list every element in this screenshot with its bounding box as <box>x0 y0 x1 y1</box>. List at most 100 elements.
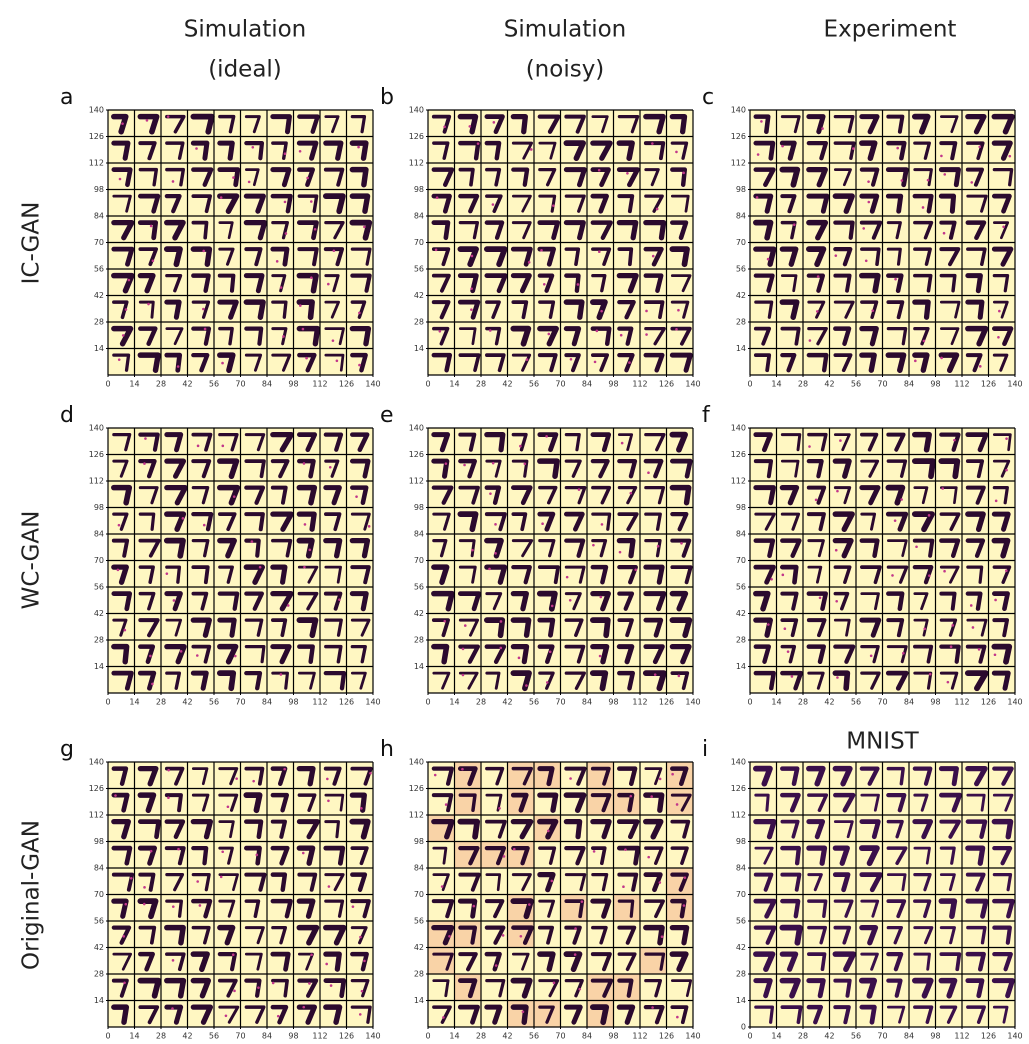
digit-glyph <box>484 644 507 664</box>
digit-speck <box>129 876 133 880</box>
y-tick-label: 56 <box>414 583 424 592</box>
digit-speck <box>359 935 362 939</box>
y-tick-label: 98 <box>414 837 424 846</box>
digit-speck <box>834 254 838 257</box>
digit-glyph <box>164 591 183 612</box>
digit-glyph <box>753 246 777 267</box>
digit-glyph <box>216 670 237 692</box>
digit-glyph <box>991 537 1011 559</box>
digit-speck <box>470 254 474 258</box>
digit-glyph <box>538 1005 555 1024</box>
digit-glyph <box>190 818 214 840</box>
digit-glyph <box>779 951 799 972</box>
digit-glyph <box>753 765 773 787</box>
digit-glyph <box>510 670 532 692</box>
digit-glyph <box>138 538 161 558</box>
digit-glyph <box>165 618 183 637</box>
x-tick-label: 70 <box>877 698 887 707</box>
digit-glyph <box>806 765 826 787</box>
digit-speck <box>232 495 236 498</box>
digit-glyph <box>350 247 372 266</box>
digit-speck <box>271 981 275 985</box>
digit-glyph <box>510 818 534 840</box>
x-tick-label: 98 <box>288 698 298 707</box>
digit-speck <box>310 276 313 279</box>
digit-glyph <box>457 1004 480 1025</box>
digit-glyph <box>485 671 501 690</box>
digit-speck <box>326 777 329 781</box>
digit-glyph <box>111 246 135 267</box>
digit-glyph <box>642 670 667 692</box>
digit-speck <box>195 147 198 150</box>
y-tick-label: 140 <box>731 106 746 115</box>
digit-speck <box>145 119 149 122</box>
digit-glyph <box>911 511 935 533</box>
y-tick-label: 112 <box>409 811 424 820</box>
x-tick-label: 140 <box>1007 1032 1022 1041</box>
digit-glyph <box>137 113 160 135</box>
x-tick-label: 98 <box>608 1032 618 1041</box>
digit-glyph <box>191 300 211 319</box>
digit-glyph <box>832 670 851 692</box>
digit-glyph <box>217 617 237 638</box>
digit-glyph <box>165 167 186 187</box>
digit-glyph <box>111 140 131 161</box>
digit-glyph <box>780 819 800 839</box>
digit-glyph <box>191 793 210 812</box>
digit-glyph <box>832 537 854 559</box>
digit-glyph <box>833 978 852 998</box>
digit-glyph <box>670 274 692 293</box>
digit-glyph <box>164 511 187 532</box>
digit-glyph <box>244 766 265 786</box>
digit-glyph <box>538 485 558 505</box>
digit-speck <box>298 149 302 153</box>
digit-glyph <box>458 872 481 892</box>
digit-glyph <box>992 274 1010 293</box>
digit-speck <box>232 176 235 179</box>
panel-letter: c <box>702 85 714 110</box>
digit-glyph <box>218 846 234 865</box>
digit-glyph <box>860 512 877 531</box>
digit-glyph <box>349 458 371 479</box>
digit-glyph <box>753 925 777 945</box>
digit-glyph <box>536 590 558 612</box>
digit-speck <box>221 444 225 448</box>
digit-glyph <box>244 872 267 892</box>
x-tick-label: 126 <box>659 698 674 707</box>
digit-glyph <box>350 618 371 637</box>
digit-glyph <box>591 846 607 866</box>
digit-speck <box>306 176 309 180</box>
digit-glyph <box>485 326 502 346</box>
digit-speck <box>978 365 982 368</box>
digit-speck <box>519 444 522 448</box>
digit-speck <box>124 902 128 906</box>
y-tick-label: 42 <box>414 291 424 300</box>
digit-glyph <box>911 458 936 480</box>
y-tick-label: 56 <box>414 265 424 274</box>
digit-speck <box>442 1016 445 1019</box>
digit-glyph <box>807 873 823 892</box>
digit-speck <box>279 673 283 676</box>
y-tick-label: 70 <box>94 238 104 247</box>
y-tick-label: 112 <box>409 477 424 486</box>
digit-glyph <box>324 459 340 478</box>
x-tick-label: 0 <box>105 698 110 707</box>
digit-speck <box>167 768 170 772</box>
digit-glyph <box>966 141 985 161</box>
digit-glyph <box>484 617 506 639</box>
noise-tint <box>666 894 693 921</box>
x-tick-label: 126 <box>339 698 354 707</box>
digit-speck <box>814 498 818 502</box>
digit-speck <box>247 180 251 184</box>
digit-speck <box>786 650 790 653</box>
digit-glyph <box>833 353 853 373</box>
digit-glyph <box>966 618 988 637</box>
digit-speck <box>492 121 496 124</box>
digit-glyph <box>669 431 688 453</box>
digit-glyph <box>165 273 183 293</box>
digit-glyph <box>112 300 129 320</box>
digit-glyph <box>886 273 904 294</box>
digit-glyph <box>832 458 852 479</box>
digit-glyph <box>137 193 161 214</box>
digit-speck <box>303 565 306 569</box>
